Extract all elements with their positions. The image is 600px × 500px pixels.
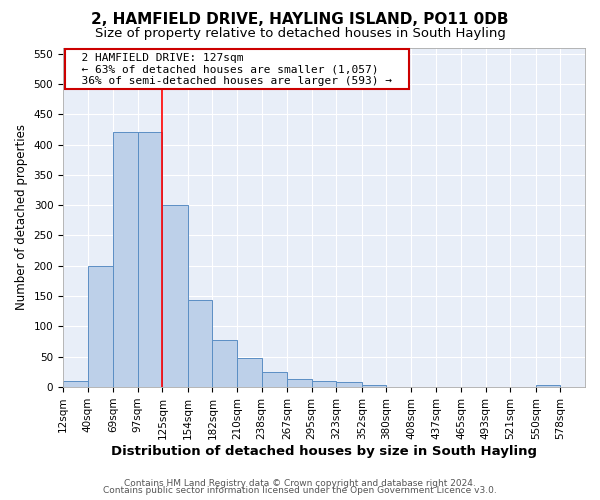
Bar	[188, 300, 212, 387]
Bar	[362, 384, 386, 387]
Bar	[163, 205, 188, 387]
Bar	[63, 381, 88, 387]
Bar	[312, 381, 337, 387]
Bar	[88, 266, 113, 387]
Text: Size of property relative to detached houses in South Hayling: Size of property relative to detached ho…	[95, 28, 505, 40]
Bar	[212, 340, 237, 387]
Bar	[237, 358, 262, 387]
Bar	[262, 372, 287, 387]
Text: 2 HAMFIELD DRIVE: 127sqm  
  ← 63% of detached houses are smaller (1,057)  
  36: 2 HAMFIELD DRIVE: 127sqm ← 63% of detach…	[68, 52, 406, 86]
Bar	[113, 132, 138, 387]
Text: Contains public sector information licensed under the Open Government Licence v3: Contains public sector information licen…	[103, 486, 497, 495]
Y-axis label: Number of detached properties: Number of detached properties	[15, 124, 28, 310]
Bar	[536, 384, 560, 387]
X-axis label: Distribution of detached houses by size in South Hayling: Distribution of detached houses by size …	[111, 444, 537, 458]
Bar	[287, 379, 312, 387]
Bar	[337, 382, 362, 387]
Bar	[138, 132, 163, 387]
Text: 2, HAMFIELD DRIVE, HAYLING ISLAND, PO11 0DB: 2, HAMFIELD DRIVE, HAYLING ISLAND, PO11 …	[91, 12, 509, 26]
Text: Contains HM Land Registry data © Crown copyright and database right 2024.: Contains HM Land Registry data © Crown c…	[124, 478, 476, 488]
